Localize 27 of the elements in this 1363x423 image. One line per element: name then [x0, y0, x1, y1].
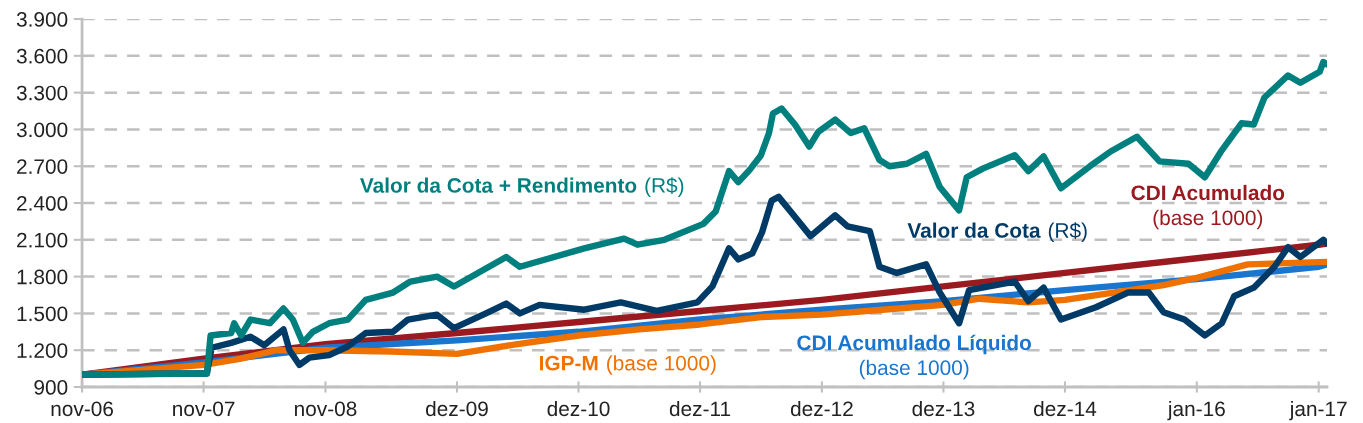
y-tick-label: 1.500 [17, 306, 68, 322]
y-tick-label: 900 [34, 380, 68, 395]
y-tick-label: 3.600 [16, 48, 68, 64]
y-tick-label: 3.000 [16, 122, 68, 138]
x-tick-label: dez-12 [790, 400, 853, 417]
y-tick-label: 2.400 [17, 196, 68, 211]
series-label: Valor da Cota + Rendimento (R$) [360, 177, 684, 197]
x-tick-label: nov-07 [173, 401, 235, 417]
x-tick-label: dez-10 [547, 400, 610, 417]
y-tick-label: 1.200 [17, 343, 68, 358]
x-tick-label: dez-13 [912, 400, 975, 417]
x-tick-label: nov-08 [294, 401, 357, 417]
y-tick-label: 1.800 [17, 269, 68, 285]
y-tick-label: 2.100 [17, 232, 68, 248]
series-label: Valor da Cota (R$) [907, 222, 1087, 242]
x-tick-label: dez-09 [426, 400, 488, 417]
y-tick-label: 3.900 [16, 12, 68, 27]
x-tick-label: dez-14 [1034, 400, 1097, 417]
x-tick-label: jan-16 [1167, 400, 1225, 421]
y-tick-label: 3.300 [16, 85, 68, 101]
series-label: CDI Acumulado Líquido (base 1000) [797, 334, 1031, 380]
series-label: CDI Acumulado (base 1000) [1131, 184, 1285, 230]
y-tick-label: 2.700 [17, 159, 68, 174]
x-tick-label: jan-17 [1289, 400, 1347, 421]
series-label: IGP-M (base 1000) [540, 355, 716, 375]
x-tick-label: dez-11 [669, 400, 731, 417]
x-tick-label: nov-06 [51, 401, 113, 417]
